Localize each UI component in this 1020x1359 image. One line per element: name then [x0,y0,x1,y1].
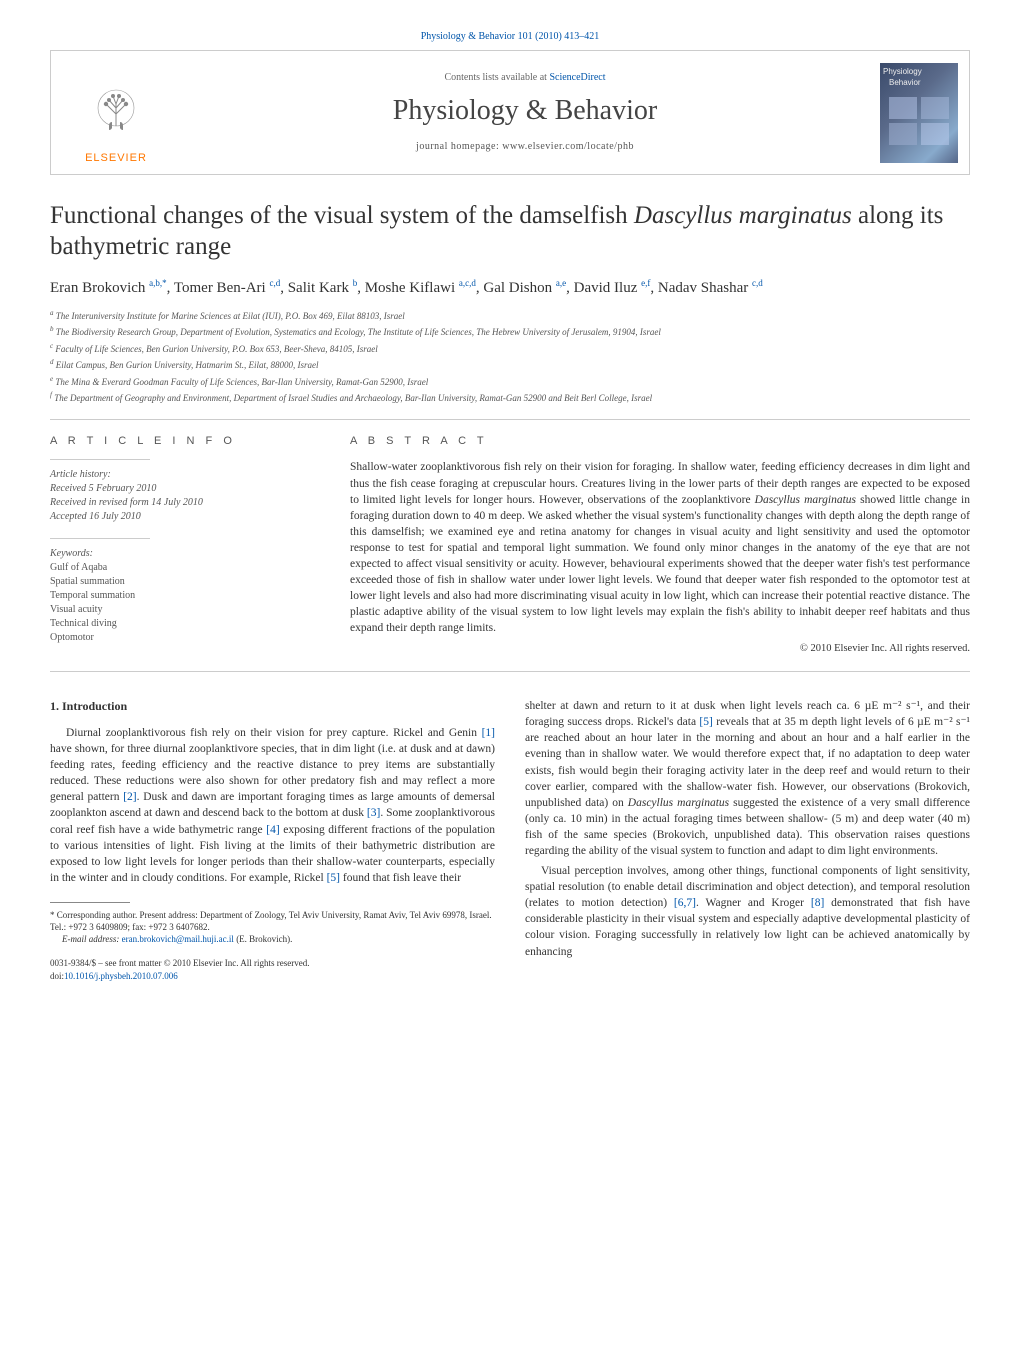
keyword-item: Visual acuity [50,603,320,617]
keyword-item: Spatial summation [50,575,320,589]
keyword-item: Optomotor [50,631,320,645]
divider [50,419,970,420]
publisher-logo-cell: ELSEVIER [51,51,181,174]
reference-link[interactable]: [6,7] [674,897,696,909]
email-footnote: E-mail address: eran.brokovich@mail.huji… [50,933,495,945]
affiliation-letter: a [50,309,54,317]
bottom-meta: 0031-9384/$ – see front matter © 2010 El… [50,957,495,982]
email-who: (E. Brokovich). [234,934,293,944]
email-link[interactable]: eran.brokovich@mail.huji.ac.il [122,934,234,944]
reference-link[interactable]: [8] [811,897,824,909]
body-right-column: shelter at dawn and return to it at dusk… [525,698,970,982]
article-title: Functional changes of the visual system … [50,200,970,263]
elsevier-logo: ELSEVIER [85,86,147,166]
keyword-item: Technical diving [50,617,320,631]
abstract-column: A B S T R A C T Shallow-water zooplankti… [350,434,970,657]
cover-thumbnail-cell: Physiology Behavior [869,51,969,174]
author-affil-sup: a,e [556,278,566,288]
abstract-label: A B S T R A C T [350,434,970,449]
intro-paragraph-2: shelter at dawn and return to it at dusk… [525,698,970,859]
author: David Iluz e,f [574,280,651,296]
info-abstract-row: A R T I C L E I N F O Article history: R… [50,434,970,657]
reference-link[interactable]: [4] [266,824,279,836]
reference-link[interactable]: [1] [482,727,495,739]
keyword-item: Gulf of Aqaba [50,561,320,575]
title-pre: Functional changes of the visual system … [50,202,634,229]
author: Nadav Shashar c,d [658,280,763,296]
reference-link[interactable]: [5] [327,872,340,884]
doi-label: doi: [50,971,64,981]
body-two-column: 1. Introduction Diurnal zooplanktivorous… [50,698,970,982]
abstract-text: Shallow-water zooplanktivorous fish rely… [350,459,970,636]
cover-thumbnail: Physiology Behavior [880,63,958,163]
title-species: Dascyllus marginatus [634,202,852,229]
journal-citation-text: Physiology & Behavior 101 (2010) 413–421 [421,31,600,42]
affiliation-letter: e [50,375,53,383]
history-received: Received 5 February 2010 [50,482,320,496]
cover-title-top: Physiology [883,66,955,77]
reference-link[interactable]: [2] [123,791,136,803]
affiliations: a The Interuniversity Institute for Mari… [50,309,970,406]
contents-available-line: Contents lists available at ScienceDirec… [444,71,605,85]
authors-line: Eran Brokovich a,b,*, Tomer Ben-Ari c,d,… [50,277,970,299]
author: Eran Brokovich a,b,* [50,280,167,296]
author-affil-sup: a,b,* [149,278,167,288]
author: Moshe Kiflawi a,c,d [365,280,476,296]
contents-prefix: Contents lists available at [444,72,549,83]
affiliation: d Eilat Campus, Ben Gurion University, H… [50,358,970,372]
divider [50,671,970,672]
history-accepted: Accepted 16 July 2010 [50,510,320,524]
intro-paragraph-1: Diurnal zooplanktivorous fish rely on th… [50,725,495,886]
intro-paragraph-3: Visual perception involves, among other … [525,863,970,960]
journal-citation-link[interactable]: Physiology & Behavior 101 (2010) 413–421 [50,30,970,44]
cover-title-bot: Behavior [883,77,955,88]
footnote-separator [50,902,130,903]
article-info-column: A R T I C L E I N F O Article history: R… [50,434,320,657]
publisher-name: ELSEVIER [85,151,147,166]
author-affil-sup: a,c,d [459,278,476,288]
affiliation-letter: f [50,391,52,399]
author-affil-sup: e,f [641,278,650,288]
copyright-line: © 2010 Elsevier Inc. All rights reserved… [350,642,970,657]
issn-line: 0031-9384/$ – see front matter © 2010 El… [50,957,495,970]
body-left-column: 1. Introduction Diurnal zooplanktivorous… [50,698,495,982]
affiliation-letter: c [50,342,53,350]
doi-line: doi:10.1016/j.physbeh.2010.07.006 [50,970,495,983]
author: Gal Dishon a,e [483,280,566,296]
corresponding-footnote: * Corresponding author. Present address:… [50,909,495,933]
email-label: E-mail address: [62,934,122,944]
affiliation: c Faculty of Life Sciences, Ben Gurion U… [50,342,970,356]
elsevier-tree-icon [89,86,143,151]
article-info-label: A R T I C L E I N F O [50,434,320,449]
keywords-label: Keywords: [50,547,320,561]
doi-link[interactable]: 10.1016/j.physbeh.2010.07.006 [64,971,178,981]
affiliation: e The Mina & Everard Goodman Faculty of … [50,375,970,389]
reference-link[interactable]: [5] [699,716,712,728]
journal-header: ELSEVIER Contents lists available at Sci… [50,50,970,175]
keywords-block: Keywords: Gulf of AqabaSpatial summation… [50,547,320,645]
author: Tomer Ben-Ari c,d [174,280,280,296]
author-affil-sup: c,d [269,278,280,288]
history-label: Article history: [50,468,320,482]
short-divider [50,538,150,539]
article-history: Article history: Received 5 February 201… [50,468,320,524]
affiliation-letter: b [50,325,54,333]
journal-homepage: journal homepage: www.elsevier.com/locat… [416,140,634,154]
intro-heading: 1. Introduction [50,698,495,715]
author-affil-sup: b [353,278,358,288]
affiliation: a The Interuniversity Institute for Mari… [50,309,970,323]
header-center: Contents lists available at ScienceDirec… [181,51,869,174]
reference-link[interactable]: [3] [367,807,380,819]
affiliation: f The Department of Geography and Enviro… [50,391,970,405]
short-divider [50,459,150,460]
keyword-item: Temporal summation [50,589,320,603]
author: Salit Kark b [288,280,358,296]
affiliation-letter: d [50,358,54,366]
author-affil-sup: c,d [752,278,763,288]
keywords-list: Gulf of AqabaSpatial summationTemporal s… [50,561,320,645]
journal-name: Physiology & Behavior [393,91,657,130]
sciencedirect-link[interactable]: ScienceDirect [549,72,605,83]
affiliation: b The Biodiversity Research Group, Depar… [50,325,970,339]
history-revised: Received in revised form 14 July 2010 [50,496,320,510]
